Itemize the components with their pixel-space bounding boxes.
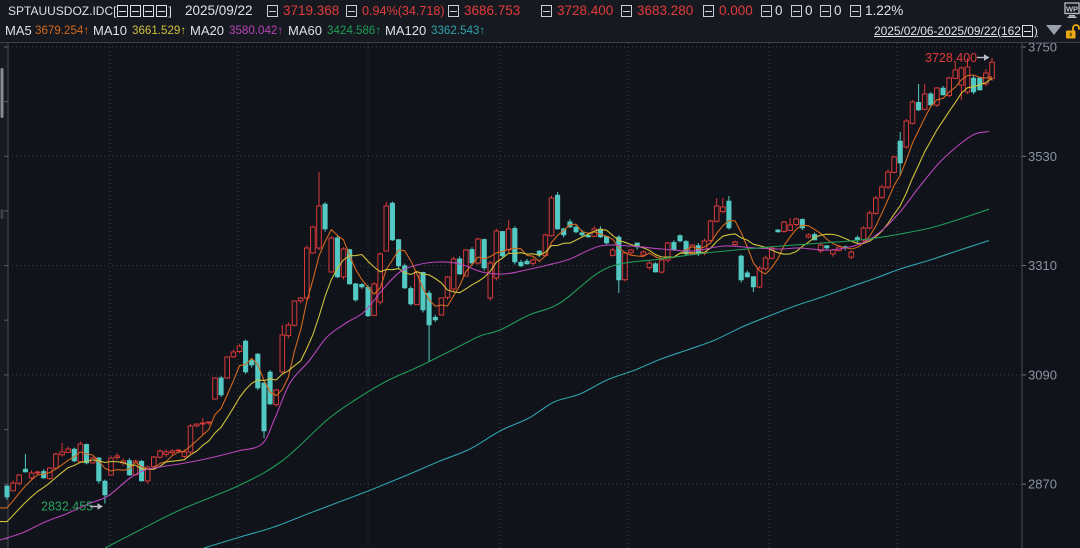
svg-text:3310: 3310 <box>1028 258 1057 273</box>
svg-text:3090: 3090 <box>1028 367 1057 382</box>
svg-text:3530: 3530 <box>1028 149 1057 164</box>
svg-text:2832.455: 2832.455 <box>41 500 93 514</box>
svg-text:3750: 3750 <box>1028 43 1057 55</box>
svg-text:2870: 2870 <box>1028 477 1057 492</box>
svg-text:WP: WP <box>1066 5 1078 14</box>
svg-text:3728.400: 3728.400 <box>925 51 977 65</box>
